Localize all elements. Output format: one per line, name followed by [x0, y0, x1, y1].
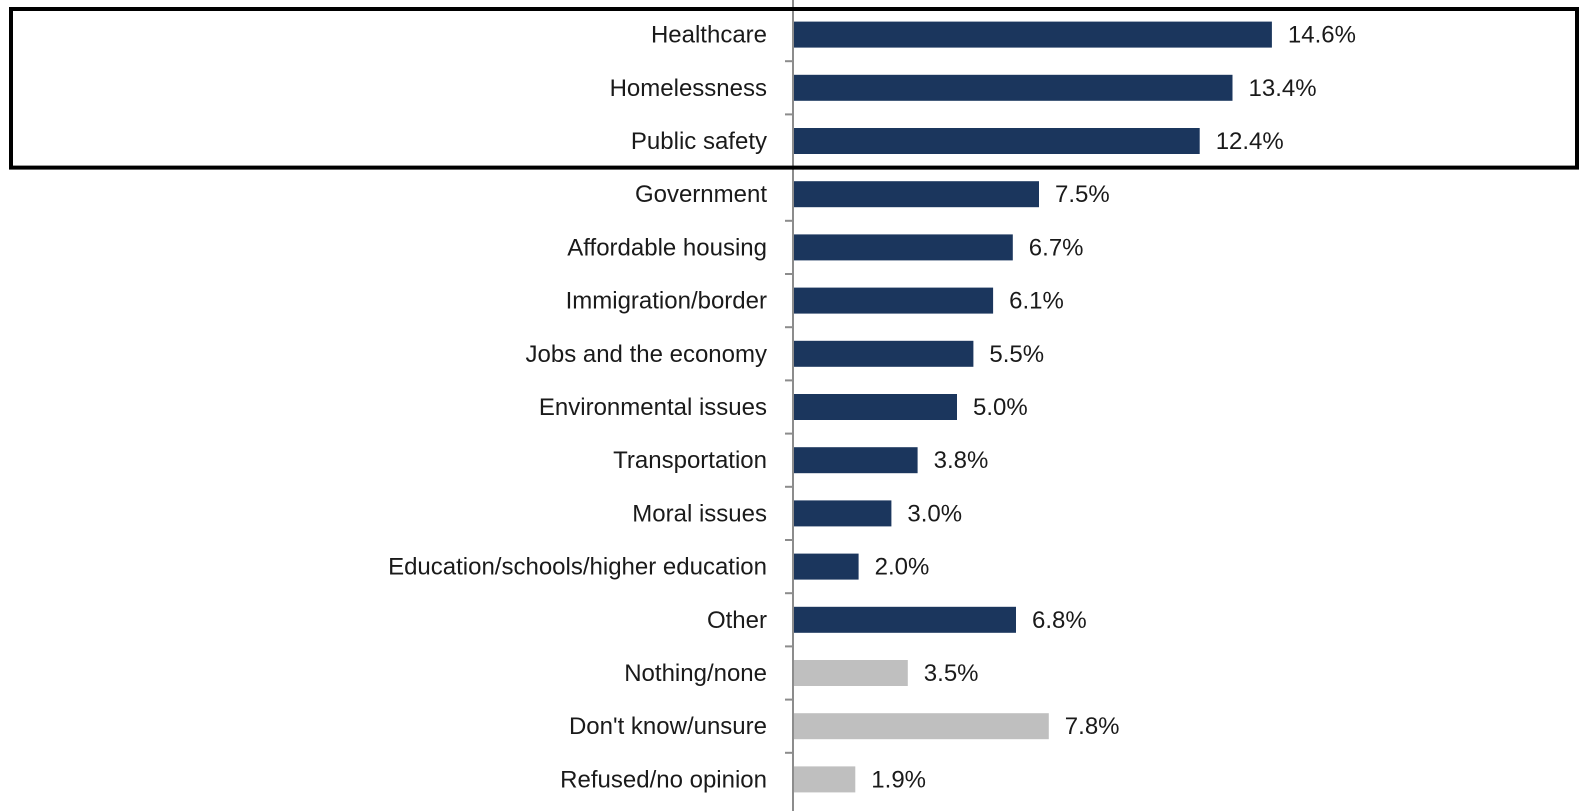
value-label-affordable-housing: 6.7% — [1029, 234, 1084, 261]
bar-healthcare — [793, 21, 1272, 48]
axis-ticks-group — [785, 60, 793, 754]
value-label-nothing-none: 3.5% — [924, 660, 979, 687]
value-label-homelessness: 13.4% — [1249, 75, 1317, 102]
value-label-transportation: 3.8% — [934, 447, 989, 474]
bar-government — [793, 181, 1039, 208]
category-label-jobs-and-the-economy: Jobs and the economy — [526, 341, 768, 368]
category-label-other: Other — [707, 607, 767, 634]
highlight-box — [9, 7, 1579, 170]
bars-group — [793, 21, 1272, 793]
category-label-homelessness: Homelessness — [610, 75, 767, 102]
bar-transportation — [793, 447, 918, 474]
category-label-nothing-none: Nothing/none — [624, 660, 767, 687]
category-label-affordable-housing: Affordable housing — [567, 234, 767, 261]
bar-jobs-and-the-economy — [793, 340, 974, 367]
bar-nothing-none — [793, 660, 908, 686]
bar-refused-no-opinion — [793, 766, 856, 793]
value-label-jobs-and-the-economy: 5.5% — [989, 341, 1044, 368]
category-label-moral-issues: Moral issues — [632, 500, 767, 527]
category-label-immigration-border: Immigration/border — [566, 288, 767, 315]
bar-other — [793, 606, 1016, 633]
category-labels-group: Healthcare Homelessness Public safety Gover… — [388, 22, 767, 794]
value-label-government: 7.5% — [1055, 181, 1110, 208]
bar-affordable-housing — [793, 234, 1013, 261]
category-label-healthcare: Healthcare — [651, 22, 767, 49]
value-label-moral-issues: 3.0% — [907, 500, 962, 527]
value-label-don-t-know-unsure: 7.8% — [1065, 713, 1120, 740]
category-label-government: Government — [635, 181, 767, 208]
bar-don-t-know-unsure — [793, 713, 1049, 740]
bar-homelessness — [793, 74, 1233, 101]
category-label-education-schools-higher-education: Education/schools/higher education — [388, 554, 767, 581]
value-label-other: 6.8% — [1032, 607, 1087, 634]
value-label-public-safety: 12.4% — [1216, 128, 1284, 155]
value-label-environmental-issues: 5.0% — [973, 394, 1028, 421]
value-labels-group: 14.6% 13.4% 12.4% 7.5% 6.7% 6.1% 5.5% 5.0% 3.8% 3… — [871, 22, 1356, 794]
value-label-immigration-border: 6.1% — [1009, 288, 1064, 315]
category-label-public-safety: Public safety — [631, 128, 767, 155]
category-label-transportation: Transportation — [613, 447, 767, 474]
bar-education-schools-higher-education — [793, 553, 859, 580]
value-label-refused-no-opinion: 1.9% — [871, 766, 926, 793]
category-label-environmental-issues: Environmental issues — [539, 394, 767, 421]
category-label-refused-no-opinion: Refused/no opinion — [560, 766, 767, 793]
value-label-healthcare: 14.6% — [1288, 22, 1356, 49]
value-label-education-schools-higher-education: 2.0% — [875, 554, 930, 581]
bar-moral-issues — [793, 500, 892, 527]
category-label-don-t-know-unsure: Don't know/unsure — [569, 713, 767, 740]
bar-public-safety — [793, 128, 1200, 154]
bar-environmental-issues — [793, 394, 957, 420]
bar-immigration-border — [793, 287, 994, 314]
